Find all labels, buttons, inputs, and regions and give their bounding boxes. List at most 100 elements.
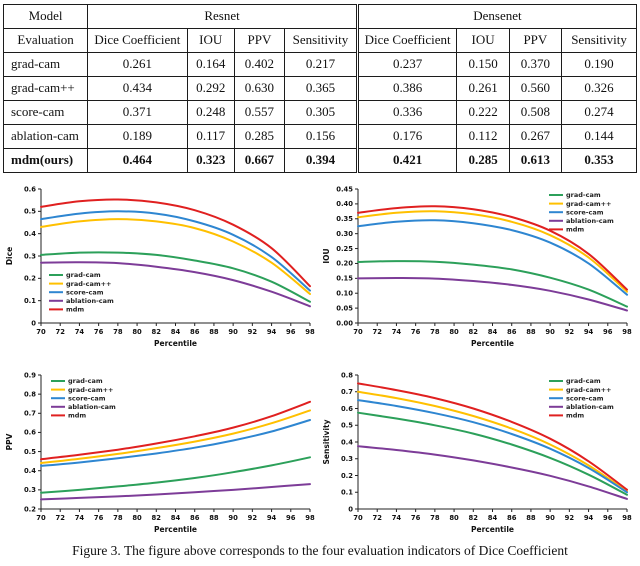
results-table-body: grad-cam 0.261 0.164 0.402 0.217 0.237 0.150 0.… bbox=[2, 52, 637, 173]
x-tick-label: 82 bbox=[469, 328, 479, 336]
x-axis-label: Percentile bbox=[154, 339, 197, 348]
legend-label-grad-cam: grad-cam bbox=[566, 377, 601, 385]
x-tick-label: 78 bbox=[113, 514, 123, 522]
value-cell: 0.237 bbox=[355, 52, 458, 77]
x-tick-label: 80 bbox=[449, 514, 459, 522]
value-cell: 0.323 bbox=[186, 148, 235, 173]
col-header-ppv-resnet: PPV bbox=[233, 28, 286, 53]
x-tick-label: 72 bbox=[55, 328, 65, 336]
y-tick-label: 0.1 bbox=[341, 489, 353, 497]
value-cell: 0.326 bbox=[561, 76, 637, 101]
x-tick-label: 92 bbox=[565, 514, 575, 522]
x-tick-label: 74 bbox=[392, 328, 402, 336]
series-line-score-cam bbox=[357, 219, 628, 296]
y-tick-label: 0.2 bbox=[341, 472, 353, 480]
chart-dice: 70 72 74 76 78 80 82 84 86 88 90 92 94 96 98 0 0.1 0.2 0.3… bbox=[3, 181, 320, 353]
table-group-header-row: Model Resnet Densenet bbox=[2, 4, 638, 29]
series-line-grad-cam++ bbox=[40, 409, 311, 465]
y-tick-label: 0 bbox=[31, 319, 36, 327]
series-line-grad-cam bbox=[40, 456, 311, 494]
series-line-grad-cam++ bbox=[357, 210, 628, 293]
legend-label-mdm: mdm bbox=[66, 306, 84, 314]
series-line-mdm bbox=[357, 382, 628, 491]
y-tick-label: 0.6 bbox=[341, 405, 353, 413]
value-cell: 0.112 bbox=[456, 124, 510, 149]
y-axis-label: Sensitivity bbox=[322, 419, 331, 464]
x-tick-label: 78 bbox=[430, 514, 440, 522]
value-cell: 0.217 bbox=[284, 52, 358, 77]
table-subheader-row: Evaluation Dice Coefficient IOU PPV Sens… bbox=[2, 28, 637, 53]
x-tick-label: 74 bbox=[75, 514, 85, 522]
legend-label-grad-cam: grad-cam bbox=[66, 271, 101, 279]
method-cell: grad-cam++ bbox=[2, 76, 89, 101]
value-cell: 0.248 bbox=[186, 100, 235, 125]
chart-svg-ppv: 70 72 74 76 78 80 82 84 86 88 90 92 94 96 98 0.2 0.3 0.4 0… bbox=[5, 371, 315, 534]
y-tick-label: 0.00 bbox=[336, 319, 353, 327]
x-tick-label: 82 bbox=[469, 514, 479, 522]
series-line-ablation-cam bbox=[40, 483, 311, 501]
value-cell: 0.190 bbox=[561, 52, 637, 77]
x-tick-label: 76 bbox=[411, 514, 421, 522]
value-cell: 0.274 bbox=[561, 100, 637, 125]
x-tick-label: 84 bbox=[171, 328, 181, 336]
legend-label-ablation-cam: ablation-cam bbox=[68, 403, 116, 411]
value-cell: 0.421 bbox=[355, 148, 458, 173]
value-cell: 0.464 bbox=[87, 148, 188, 173]
y-tick-label: 0.25 bbox=[336, 245, 353, 253]
value-cell: 0.394 bbox=[284, 148, 358, 173]
x-tick-label: 72 bbox=[372, 328, 382, 336]
series-line-grad-cam++ bbox=[40, 218, 311, 295]
legend-label-mdm: mdm bbox=[68, 412, 86, 420]
x-tick-label: 94 bbox=[584, 328, 594, 336]
x-axis-label: Percentile bbox=[471, 339, 514, 348]
col-header-dice-densenet: Dice Coefficient bbox=[355, 28, 458, 53]
value-cell: 0.560 bbox=[508, 76, 563, 101]
series-line-ablation-cam bbox=[40, 261, 311, 308]
x-tick-label: 96 bbox=[603, 514, 613, 522]
x-tick-label: 74 bbox=[75, 328, 85, 336]
y-tick-label: 0.4 bbox=[341, 438, 353, 446]
y-tick-label: 0.45 bbox=[336, 185, 353, 193]
series-line-mdm bbox=[357, 205, 628, 291]
x-tick-label: 94 bbox=[267, 328, 277, 336]
value-cell: 0.285 bbox=[233, 124, 286, 149]
y-tick-label: 0.6 bbox=[24, 429, 36, 437]
value-cell: 0.305 bbox=[284, 100, 358, 125]
value-cell: 0.222 bbox=[456, 100, 510, 125]
y-tick-label: 0.1 bbox=[24, 297, 36, 305]
corner-evaluation-label: Evaluation bbox=[2, 28, 89, 53]
value-cell: 0.508 bbox=[508, 100, 563, 125]
y-tick-label: 0.5 bbox=[24, 208, 36, 216]
y-tick-label: 0.30 bbox=[336, 230, 353, 238]
x-tick-label: 78 bbox=[113, 328, 123, 336]
series-line-grad-cam bbox=[357, 260, 628, 308]
series-line-grad-cam bbox=[357, 411, 628, 496]
series-line-ablation-cam bbox=[357, 445, 628, 500]
legend-label-score-cam: score-cam bbox=[66, 288, 104, 296]
value-cell: 0.667 bbox=[233, 148, 286, 173]
x-tick-label: 82 bbox=[152, 328, 162, 336]
value-cell: 0.353 bbox=[561, 148, 637, 173]
legend-label-grad-cam++: grad-cam++ bbox=[68, 386, 114, 394]
y-tick-label: 0.5 bbox=[24, 448, 36, 456]
x-tick-label: 70 bbox=[36, 328, 46, 336]
y-tick-label: 0.40 bbox=[336, 200, 353, 208]
method-cell: score-cam bbox=[2, 100, 89, 125]
x-tick-label: 98 bbox=[305, 514, 315, 522]
series-line-score-cam bbox=[357, 399, 628, 494]
chart-svg-sensitivity: 70 72 74 76 78 80 82 84 86 88 90 92 94 96 98 0 0.1 0.2 0.3… bbox=[322, 371, 632, 534]
x-tick-label: 76 bbox=[94, 328, 104, 336]
x-axis-label: Percentile bbox=[471, 525, 514, 534]
table-row: score-cam 0.371 0.248 0.557 0.305 0.336 0.222 0… bbox=[2, 100, 637, 125]
series-line-mdm bbox=[40, 198, 311, 288]
value-cell: 0.402 bbox=[233, 52, 286, 77]
x-tick-label: 80 bbox=[132, 514, 142, 522]
value-cell: 0.336 bbox=[355, 100, 458, 125]
y-tick-label: 0.35 bbox=[336, 215, 353, 223]
y-tick-label: 0.5 bbox=[341, 422, 353, 430]
x-tick-label: 72 bbox=[372, 514, 382, 522]
x-tick-label: 96 bbox=[286, 328, 296, 336]
y-tick-label: 0.8 bbox=[24, 390, 36, 398]
y-tick-label: 0.4 bbox=[24, 230, 36, 238]
